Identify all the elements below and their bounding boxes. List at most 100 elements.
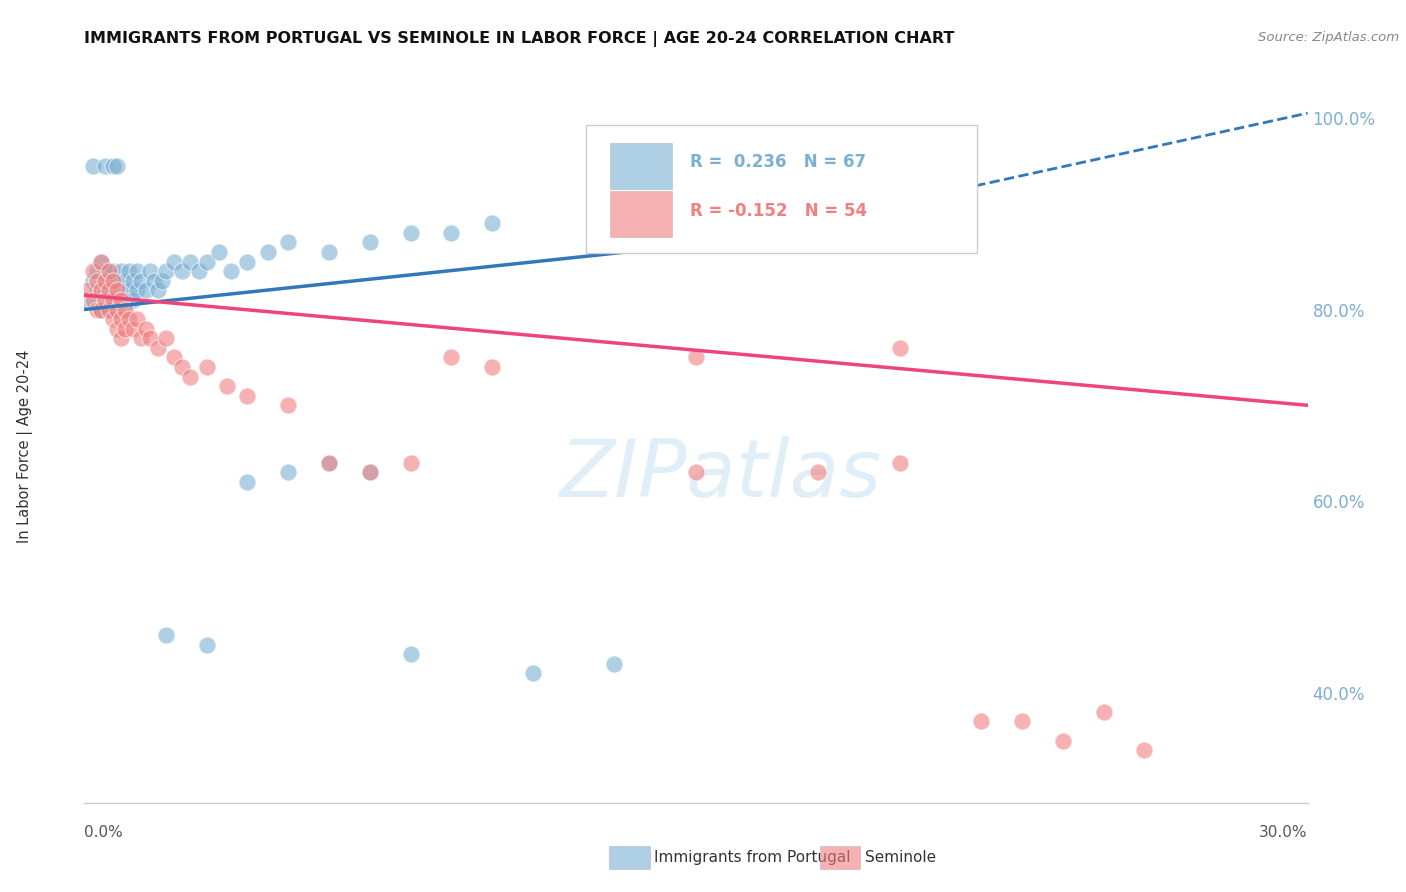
Point [114,274,136,288]
Point [82,264,104,278]
Text: R = -0.152   N = 54: R = -0.152 N = 54 [690,202,868,219]
Point [163,351,186,365]
Point [110,293,132,307]
Point [277,398,299,412]
Point [155,264,177,278]
Point [236,389,259,403]
Point [97,293,120,307]
Point [359,235,381,250]
Point [101,274,124,288]
Point [101,284,124,298]
Point [97,264,120,278]
Point [318,456,340,470]
Point [77,284,100,298]
Point [163,254,186,268]
Point [105,284,128,298]
Point [155,628,177,642]
Point [138,264,160,278]
Point [97,302,120,317]
Point [127,312,149,326]
Point [481,359,503,374]
Point [114,293,136,307]
Point [1052,733,1074,747]
Point [90,284,112,298]
Point [318,245,340,260]
Point [146,341,169,355]
Point [766,226,789,240]
Point [155,331,177,345]
Point [90,284,112,298]
Point [146,284,169,298]
Point [359,466,381,480]
Text: 30.0%: 30.0% [1260,825,1308,840]
Point [399,456,422,470]
Point [1133,743,1156,757]
Point [90,254,112,268]
Point [122,293,145,307]
Point [118,284,141,298]
Point [217,379,239,393]
Point [685,466,707,480]
Point [90,302,112,317]
Point [440,351,463,365]
Point [101,312,124,326]
Point [93,293,117,307]
Point [187,264,209,278]
Point [93,274,117,288]
Point [889,456,911,470]
Point [219,264,242,278]
Point [82,274,104,288]
Point [82,159,104,173]
Point [172,359,194,374]
Point [359,466,381,480]
Point [1011,714,1033,729]
Point [208,245,231,260]
Point [110,264,132,278]
Point [481,216,503,230]
Point [135,284,157,298]
Point [522,666,544,681]
Point [179,254,201,268]
Point [122,274,145,288]
Point [77,293,100,307]
Point [1092,705,1115,719]
Point [807,466,830,480]
Point [138,331,160,345]
Point [150,274,173,288]
Point [685,351,707,365]
Point [105,274,128,288]
Point [172,264,194,278]
Text: 0.0%: 0.0% [84,825,124,840]
Point [110,293,132,307]
Point [257,245,280,260]
Point [131,274,153,288]
FancyBboxPatch shape [586,125,977,253]
Point [110,331,132,345]
Point [97,284,120,298]
Point [603,657,626,671]
Point [90,254,112,268]
Point [114,321,136,335]
Point [105,159,128,173]
Point [127,264,149,278]
Point [101,264,124,278]
Point [114,302,136,317]
Point [105,321,128,335]
Point [93,264,117,278]
Point [93,159,117,173]
Point [114,302,136,317]
Text: R =  0.236   N = 67: R = 0.236 N = 67 [690,153,866,171]
Point [110,284,132,298]
Point [101,293,124,307]
Point [105,302,128,317]
Text: Source: ZipAtlas.com: Source: ZipAtlas.com [1258,31,1399,45]
Point [142,274,165,288]
FancyBboxPatch shape [610,143,672,189]
Point [97,274,120,288]
Point [118,264,141,278]
Text: Seminole: Seminole [865,850,936,864]
Point [440,226,463,240]
Point [101,302,124,317]
Text: Immigrants from Portugal: Immigrants from Portugal [654,850,851,864]
Text: IMMIGRANTS FROM PORTUGAL VS SEMINOLE IN LABOR FORCE | AGE 20-24 CORRELATION CHAR: IMMIGRANTS FROM PORTUGAL VS SEMINOLE IN … [84,31,955,47]
